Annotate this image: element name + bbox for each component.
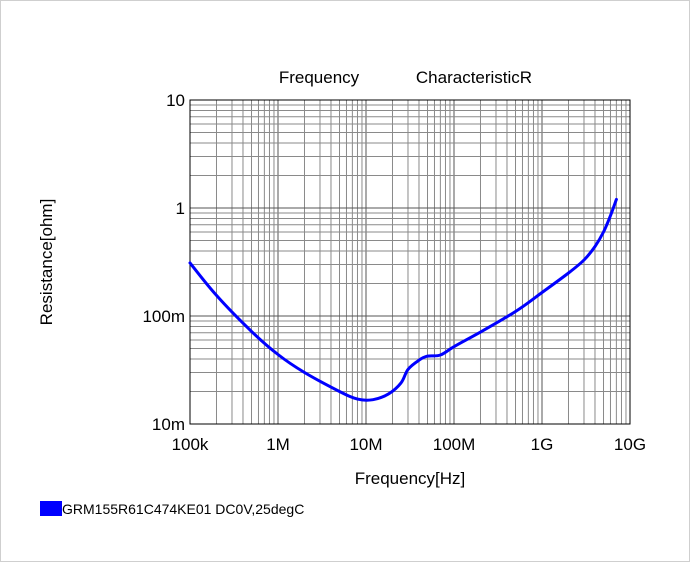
x-axis-ticks: 100k 1M 10M 100M 1G 10G: [172, 435, 647, 454]
y-tick-label: 10: [166, 91, 185, 110]
legend-swatch: [40, 501, 62, 516]
x-tick-label: 10M: [349, 435, 382, 454]
plot-area: [190, 100, 630, 424]
x-tick-label: 10G: [614, 435, 646, 454]
y-tick-label: 100m: [142, 307, 185, 326]
legend-label: GRM155R61C474KE01 DC0V,25degC: [62, 501, 304, 517]
x-axis-label: Frequency[Hz]: [355, 469, 466, 488]
y-tick-label: 1: [176, 199, 185, 218]
y-axis-ticks: 10m 100m 1 10: [142, 91, 185, 434]
series: [188, 197, 618, 402]
grid: [190, 100, 630, 424]
x-tick-label: 1G: [531, 435, 554, 454]
chart-title-right: CharacteristicR: [416, 68, 532, 87]
x-tick-label: 100k: [172, 435, 209, 454]
y-tick-label: 10m: [152, 415, 185, 434]
series-line: [188, 197, 618, 402]
x-tick-label: 1M: [266, 435, 290, 454]
x-tick-label: 100M: [433, 435, 476, 454]
chart-title-left: Frequency: [279, 68, 360, 87]
y-axis-label: Resistance[ohm]: [37, 199, 56, 326]
